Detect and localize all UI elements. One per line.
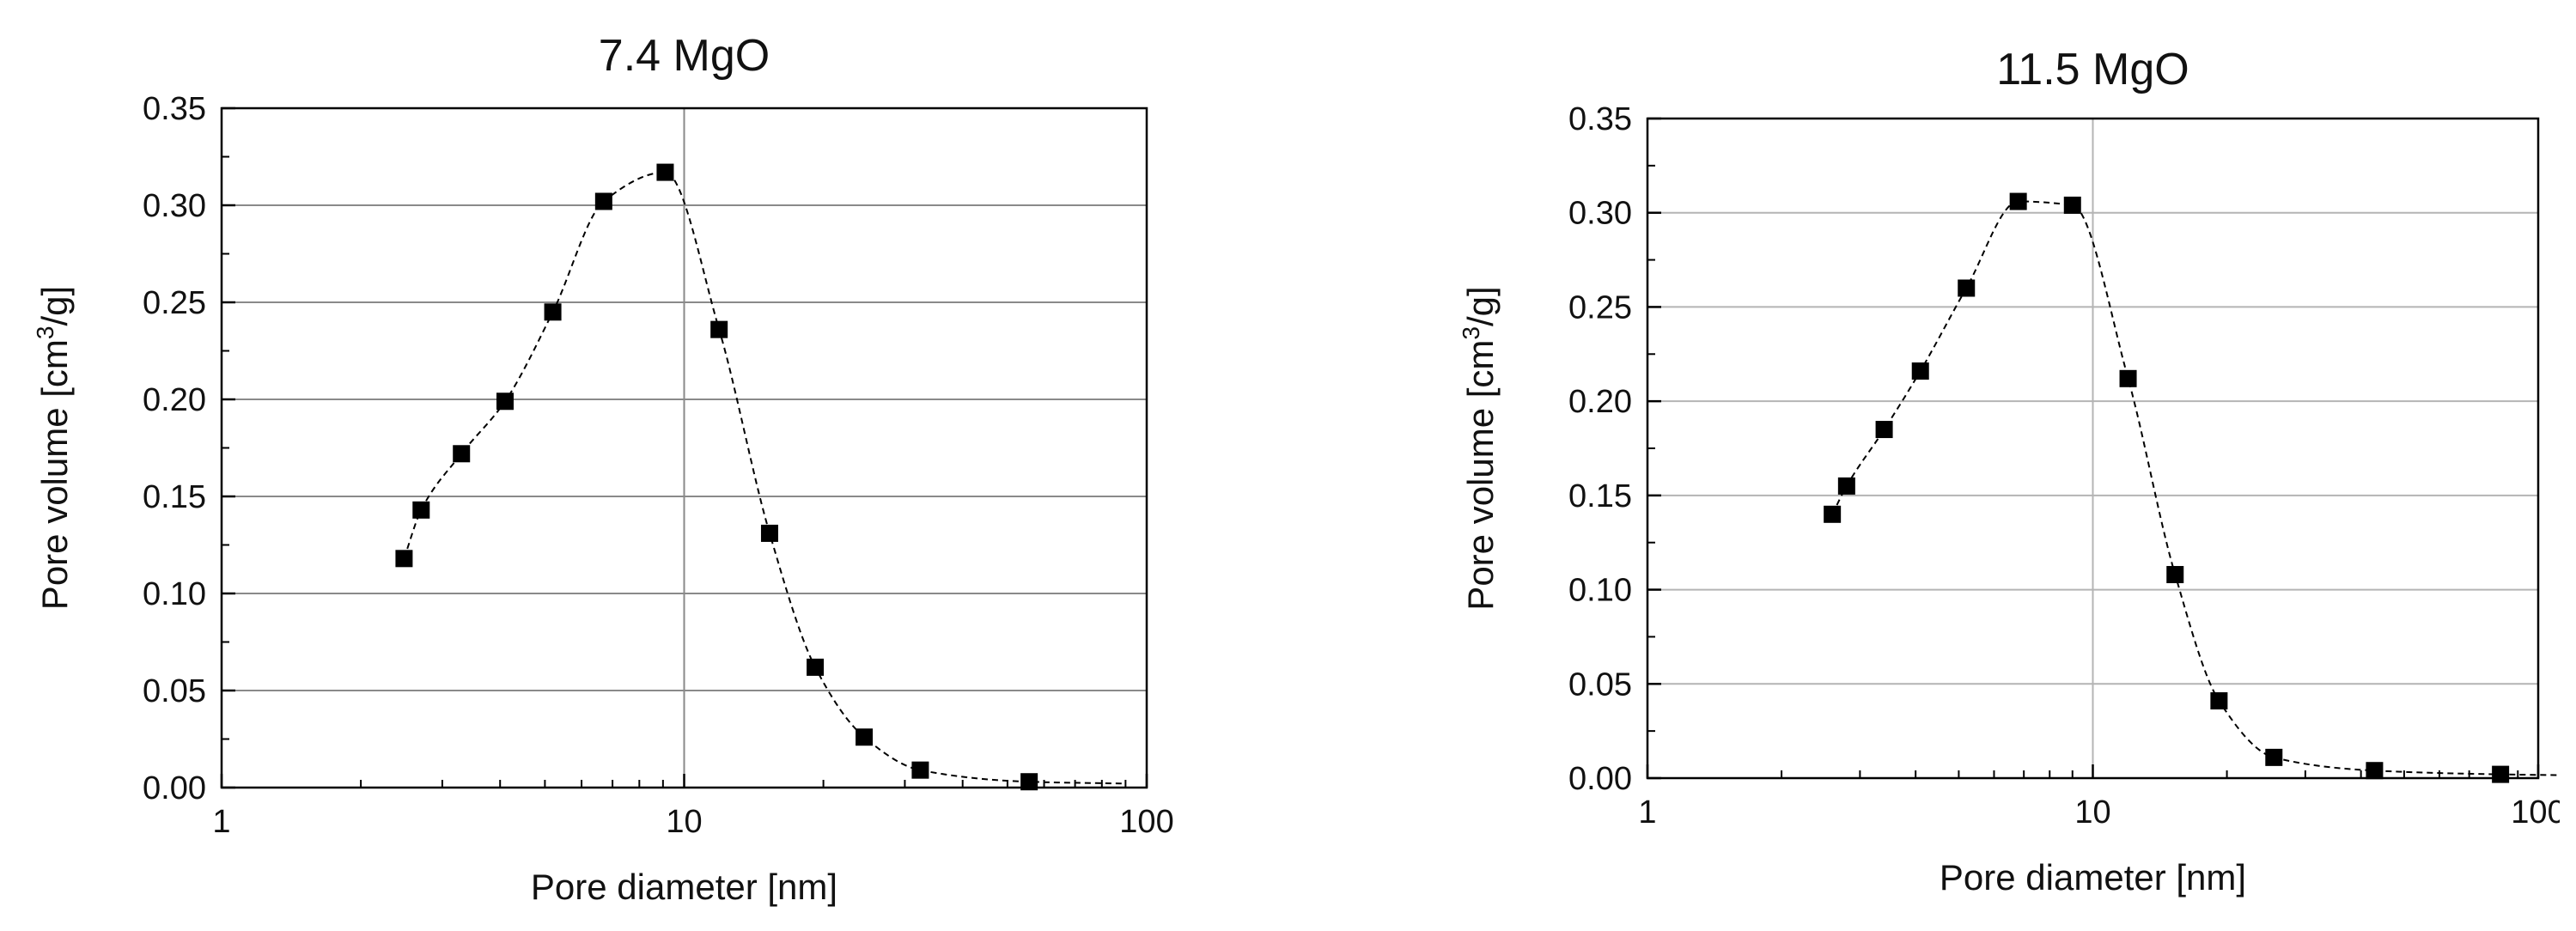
y-tick-label: 0.05 [143,673,206,709]
chart-title: 11.5 MgO [1996,45,2189,94]
y-tick-label: 0.05 [1568,666,1632,703]
data-point [2492,765,2510,783]
data-point [496,392,514,411]
data-point [656,163,674,181]
y-axis-label-superscript: 3 [32,326,58,340]
y-tick-label: 0.15 [1568,478,1632,514]
data-point [1020,773,1038,791]
x-tick-label: 100 [2511,794,2560,831]
x-axis-label: Pore diameter [nm] [1940,857,2246,898]
data-point [453,445,471,463]
data-point [760,524,778,542]
data-point [2063,196,2081,214]
y-axis-label: Pore volume [cm3/g] [1458,286,1501,610]
data-point [2009,192,2027,210]
data-point [856,728,874,746]
data-point [1875,421,1893,439]
chart-title: 7.4 MgO [599,31,770,81]
data-point [2210,692,2228,710]
data-point [1837,477,1855,495]
data-point [807,658,825,676]
y-axis-label-superscript: 3 [1458,326,1484,340]
y-tick-label: 0.00 [1568,761,1632,797]
x-tick-label: 100 [1119,804,1173,840]
y-axis-label-main: Pore volume [cm [34,339,75,610]
y-axis-label-end: /g] [34,286,75,326]
fit-curve [1831,200,2560,776]
data-point [544,303,562,321]
data-point [2119,369,2137,387]
data-point [594,192,612,210]
y-tick-label: 0.25 [143,285,206,321]
data-point [395,550,413,568]
y-tick-label: 0.30 [1568,196,1632,232]
data-point [911,761,929,779]
chart-7-4-mgo: 0.00 0.05 0.10 0.15 0.20 0.25 0.30 0.35 1 10 100 7.… [32,31,1174,907]
y-tick-label: 0.30 [143,188,206,224]
data-point [1824,505,1842,523]
data-point [1958,279,1976,297]
y-tick-label: 0.25 [1568,289,1632,326]
x-tick-label: 1 [1638,794,1656,831]
data-point [412,501,430,519]
y-tick-label: 0.00 [143,770,206,806]
y-tick-label: 0.35 [143,91,206,127]
y-tick-label: 0.10 [143,576,206,612]
y-tick-label: 0.20 [1568,384,1632,420]
data-point [1911,362,1929,380]
chart-11-5-mgo: 0.00 0.05 0.10 0.15 0.20 0.25 0.30 0.35 1 10 100 11… [1458,45,2560,898]
data-point [2166,566,2184,584]
y-tick-label: 0.35 [1568,101,1632,137]
fit-curve [403,171,1122,785]
data-point [710,320,728,338]
y-axis-label-main: Pore volume [cm [1460,340,1501,611]
x-axis-label: Pore diameter [nm] [531,867,837,907]
y-tick-label: 0.10 [1568,573,1632,609]
y-tick-label: 0.15 [143,479,206,515]
y-axis-label-end: /g] [1460,286,1501,326]
x-tick-label: 10 [666,804,702,840]
data-point [2265,748,2283,766]
x-tick-label: 1 [212,804,230,840]
y-axis-label: Pore volume [cm3/g] [32,286,75,610]
data-point [2366,762,2384,780]
y-tick-label: 0.20 [143,382,206,418]
x-tick-label: 10 [2074,794,2110,831]
